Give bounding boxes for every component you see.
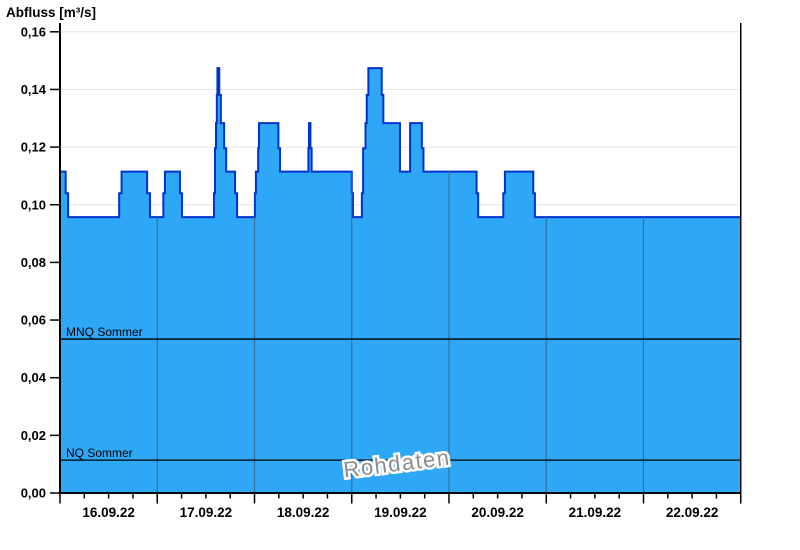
reference-line-label: NQ Sommer [66,446,133,460]
x-tick-label: 22.09.22 [666,505,719,520]
x-tick-label: 19.09.22 [374,505,427,520]
y-tick-label: 0,10 [21,197,46,212]
x-tick-label: 18.09.22 [277,505,330,520]
step-line [60,67,741,219]
y-tick-label: 0,00 [21,486,46,501]
y-tick-label: 0,06 [21,313,46,328]
x-axis-ticks-and-labels: 16.09.22 17.09.22 18.09.22 19.09.22 20.09.22… [59,493,742,520]
y-tick-label: 0,12 [21,140,46,155]
discharge-area-series [60,67,741,493]
area-fill [60,68,741,493]
x-tick-label: 16.09.22 [82,505,135,520]
chart-title: Abfluss [m³/s] [6,5,97,20]
reference-line-label: MNQ Sommer [66,325,143,339]
y-tick-label: 0,08 [21,255,46,270]
x-tick-label: 21.09.22 [569,505,622,520]
x-tick-label: 17.09.22 [180,505,233,520]
y-axis-ticks-and-labels: 0,00 0,02 0,04 0,06 0,08 0,10 0,12 0,14 0,16 [21,24,60,501]
reference-lines: MNQ Sommer NQ Sommer [60,325,741,461]
y-tick-label: 0,16 [21,24,46,39]
y-tick-label: 0,04 [21,370,47,385]
y-tick-label: 0,14 [21,82,47,97]
x-tick-label: 20.09.22 [471,505,524,520]
y-tick-label: 0,02 [21,428,46,443]
